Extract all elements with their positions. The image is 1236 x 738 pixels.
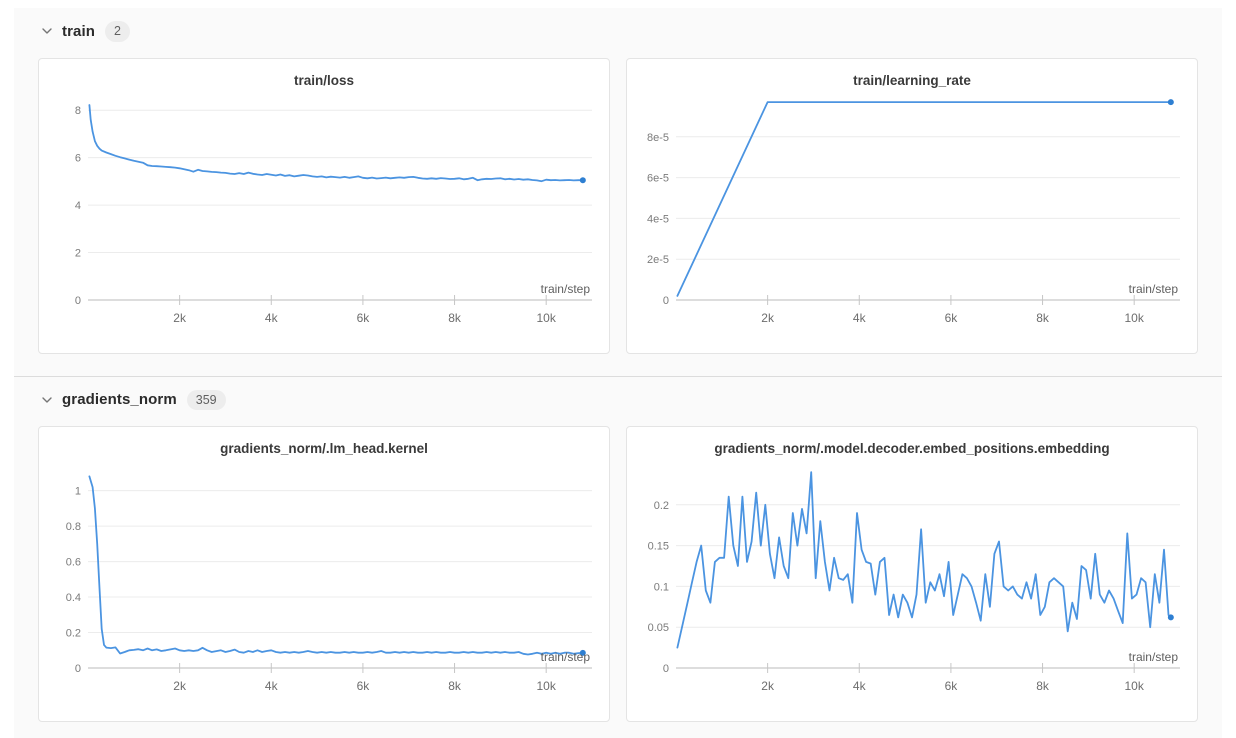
- section-train: train 2 train/loss 0 2 4 6 8 2k 4k 6k 8k 10k train…: [14, 8, 1222, 377]
- line-chart: 0 0.2 0.4 0.6 0.8 1 2k 4k 6k 8k 10k train/step: [66, 475, 592, 693]
- svg-text:0.2: 0.2: [66, 628, 81, 640]
- section-title: train: [62, 22, 96, 40]
- line-chart: 0 2 4 6 8 2k 4k 6k 8k 10k train/step: [75, 103, 592, 325]
- svg-text:6k: 6k: [357, 311, 371, 325]
- svg-text:4k: 4k: [265, 311, 279, 325]
- chart-title: gradients_norm/.lm_head.kernel: [220, 441, 428, 456]
- section-train-header: train 2: [38, 21, 1198, 42]
- svg-text:10k: 10k: [537, 311, 557, 325]
- chart-title: train/loss: [293, 72, 355, 88]
- svg-text:8k: 8k: [448, 679, 462, 693]
- svg-text:0: 0: [663, 663, 669, 675]
- svg-text:4k: 4k: [853, 311, 867, 325]
- line-chart: 0 2e-5 4e-5 6e-5 8e-5 2k 4k 6k 8k 10k train/step: [647, 98, 1180, 325]
- svg-text:4k: 4k: [265, 679, 279, 693]
- chart-panel-train-loss[interactable]: train/loss 0 2 4 6 8 2k 4k 6k 8k 10k train/step: [38, 57, 610, 354]
- svg-text:4e-5: 4e-5: [647, 213, 669, 225]
- svg-text:8: 8: [75, 105, 81, 117]
- svg-text:6e-5: 6e-5: [647, 172, 669, 184]
- svg-text:2: 2: [75, 247, 81, 259]
- chart-title: train/learning_rate: [853, 72, 971, 88]
- svg-text:0.8: 0.8: [66, 521, 81, 533]
- svg-text:6: 6: [75, 152, 81, 164]
- svg-text:train/step: train/step: [541, 650, 591, 664]
- svg-text:0.15: 0.15: [648, 541, 669, 553]
- svg-text:2k: 2k: [173, 311, 187, 325]
- chevron-down-icon[interactable]: [40, 24, 54, 38]
- svg-text:0.1: 0.1: [654, 581, 669, 593]
- svg-text:2e-5: 2e-5: [647, 254, 669, 266]
- cards-row: gradients_norm/.lm_head.kernel 0 0.2 0.4 0.…: [38, 426, 1198, 722]
- svg-text:8k: 8k: [1036, 679, 1050, 693]
- section-title: gradients_norm: [62, 391, 177, 409]
- svg-text:0: 0: [75, 295, 81, 307]
- cards-row: train/loss 0 2 4 6 8 2k 4k 6k 8k 10k train/step tr…: [38, 57, 1198, 354]
- chart-panel-train-learning-rate[interactable]: train/learning_rate 0 2e-5 4e-5 6e-5 8e-5 2k 4…: [626, 57, 1198, 354]
- svg-text:0.4: 0.4: [66, 592, 81, 604]
- svg-text:2k: 2k: [761, 311, 775, 325]
- svg-text:8k: 8k: [1036, 311, 1050, 325]
- svg-text:10k: 10k: [1125, 679, 1145, 693]
- svg-text:10k: 10k: [1125, 311, 1145, 325]
- svg-text:10k: 10k: [537, 679, 557, 693]
- svg-text:1: 1: [75, 486, 81, 498]
- section-count-badge: 2: [105, 21, 130, 42]
- svg-text:6k: 6k: [945, 679, 959, 693]
- svg-text:2k: 2k: [173, 679, 187, 693]
- svg-text:6k: 6k: [357, 679, 371, 693]
- svg-text:0: 0: [75, 663, 81, 675]
- svg-text:8e-5: 8e-5: [647, 131, 669, 143]
- svg-text:0.05: 0.05: [648, 622, 669, 634]
- svg-text:4: 4: [75, 200, 81, 212]
- svg-text:2k: 2k: [761, 679, 775, 693]
- svg-text:6k: 6k: [945, 311, 959, 325]
- svg-text:8k: 8k: [448, 311, 462, 325]
- line-chart: 0 0.05 0.1 0.15 0.2 2k 4k 6k 8k 10k train/step: [648, 471, 1180, 693]
- svg-text:0.2: 0.2: [654, 500, 669, 512]
- section-gradients-norm-header: gradients_norm 359: [38, 389, 1198, 410]
- chart-panel-embed-positions-embedding[interactable]: gradients_norm/.model.decoder.embed_posi…: [626, 426, 1198, 722]
- svg-text:train/step: train/step: [1129, 650, 1179, 664]
- svg-text:train/step: train/step: [1129, 282, 1179, 296]
- svg-text:0.6: 0.6: [66, 557, 81, 569]
- chart-title: gradients_norm/.model.decoder.embed_posi…: [714, 441, 1110, 456]
- section-count-badge: 359: [186, 389, 226, 410]
- svg-text:0: 0: [663, 295, 669, 307]
- chevron-down-icon[interactable]: [40, 393, 54, 407]
- svg-text:train/step: train/step: [541, 282, 591, 296]
- chart-panel-lm-head-kernel[interactable]: gradients_norm/.lm_head.kernel 0 0.2 0.4 0.…: [38, 426, 610, 722]
- section-gradients-norm: gradients_norm 359 gradients_norm/.lm_he…: [14, 376, 1222, 738]
- svg-text:4k: 4k: [853, 679, 867, 693]
